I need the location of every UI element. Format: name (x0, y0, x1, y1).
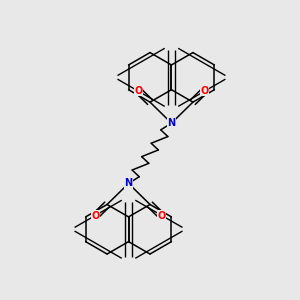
Text: O: O (134, 86, 143, 96)
Text: O: O (157, 211, 166, 221)
Text: N: N (124, 178, 133, 188)
Text: O: O (200, 86, 208, 96)
Text: N: N (167, 118, 175, 128)
Text: O: O (92, 211, 100, 221)
